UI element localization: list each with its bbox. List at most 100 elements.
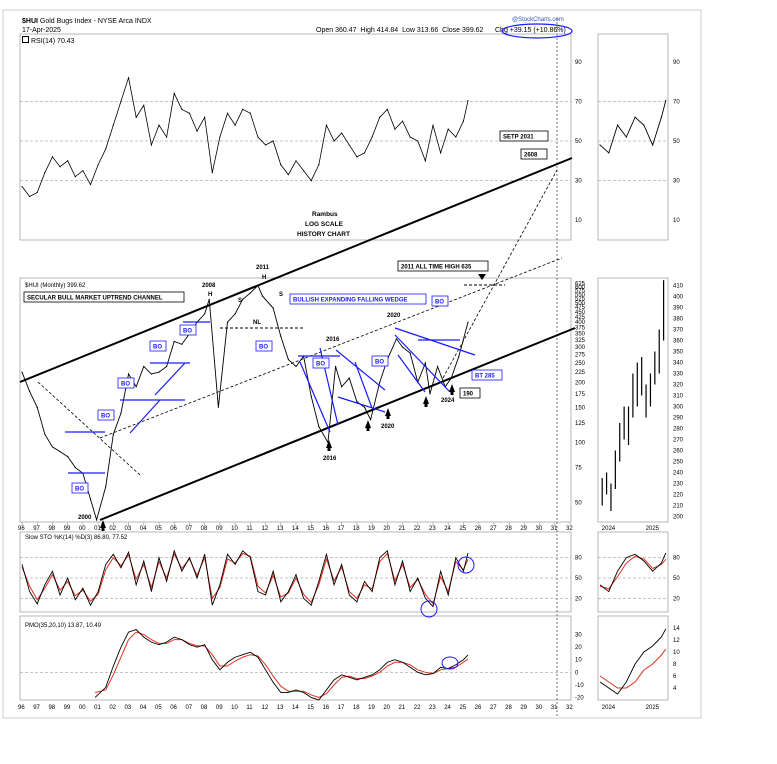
rsi-data-point [363, 152, 366, 154]
target-label-box [520, 148, 548, 160]
channel-upper-line [19, 157, 573, 383]
x-tick-label: 06 [170, 526, 177, 532]
rsi-zoom-y-tick-label: 70 [673, 99, 680, 105]
pattern-line [394, 334, 451, 393]
low-label: Low [402, 27, 415, 34]
price-data-point [261, 295, 264, 297]
x-tick-label-bottom: 29 [520, 705, 527, 711]
x-tick-label-bottom: 27 [490, 705, 497, 711]
rsi-data-point [234, 124, 236, 126]
rsi-data-point [280, 164, 282, 166]
x-tick-label: 14 [292, 526, 299, 532]
x-tick-label: 18 [353, 526, 360, 532]
secular-bull-label: SECULAR BULL MARKET UPTREND CHANNEL [27, 296, 163, 302]
rsi-data-point [333, 140, 335, 142]
x-tick-label-bottom: 31 [551, 705, 558, 711]
x-tick-label-bottom: 08 [201, 705, 208, 711]
price-data-point [95, 519, 98, 521]
x-tick-label-bottom: 11 [246, 705, 253, 711]
zoom-pmo-line [599, 628, 667, 695]
price-line [21, 284, 469, 522]
price-data-point [295, 365, 297, 368]
price-data-point [280, 335, 282, 337]
pmo-zoom-y-tick-label: 12 [673, 638, 680, 644]
pmo-panel-title: PMO(35,20,10) 13.87, 10.49 [25, 623, 102, 629]
price-zoom-y-tick-label: 320 [673, 383, 684, 389]
x-tick-label: 11 [246, 526, 253, 532]
zoom-pmo-signal-line [599, 648, 667, 689]
price-data-point [59, 451, 61, 453]
pattern-line [299, 361, 331, 433]
ath-label-box [397, 260, 489, 272]
x-tick-label-bottom: 04 [140, 705, 147, 711]
rsi-data-point [44, 172, 46, 174]
rsi-y-tick-label: 10 [575, 218, 582, 224]
outer-border [2, 9, 702, 719]
rsi-y-tick-label: 30 [575, 179, 582, 185]
year-2020-label: 2020 [381, 424, 395, 430]
x-tick-label-bottom: 02 [109, 705, 116, 711]
arrow-marker [365, 420, 371, 428]
rambus-log-label: LOG SCALE [305, 221, 344, 228]
rsi-data-point [462, 120, 465, 122]
rsi-data-point [150, 144, 152, 146]
price-zoom-y-tick-label: 230 [673, 482, 684, 488]
year-2011-label: 2011 [256, 265, 270, 271]
x-tick-label-bottom: 18 [353, 705, 360, 711]
rsi-data-point [29, 195, 31, 198]
x-tick-label-bottom: 07 [185, 705, 192, 711]
price-data-point [436, 365, 439, 368]
rsi-data-point [82, 170, 84, 172]
channel-mid-line [99, 257, 563, 439]
x-tick-label: 23 [429, 526, 436, 532]
x-tick-label: 98 [48, 526, 55, 532]
bt-label: BT 285 [475, 374, 495, 380]
x-tick-label-bottom: 03 [125, 705, 132, 711]
rsi-data-point [211, 172, 213, 174]
x-tick-label-bottom: 22 [414, 705, 421, 711]
pattern-line [354, 361, 373, 409]
rambus-label: Rambus [312, 211, 338, 218]
price-y-tick-label: 175 [575, 392, 586, 398]
rsi-data-point [112, 124, 114, 126]
bo-label: BO [183, 329, 192, 335]
price-y-tick-label: 50 [575, 501, 582, 507]
x-tick-label: 15 [307, 526, 314, 532]
x-tick-label-bottom: 32 [566, 705, 573, 711]
x-tick-label: 20 [383, 526, 390, 532]
price-data-point [89, 498, 92, 500]
x-tick-label: 08 [201, 526, 208, 532]
shoulder-left-label: S [238, 298, 242, 304]
arrow-stem [424, 404, 428, 407]
price-zoom-y-tick-label: 400 [673, 295, 684, 301]
close-value: 399.62 [462, 27, 484, 34]
panel-frame-sto [19, 531, 572, 613]
zoom-rsi-line [599, 100, 667, 154]
arrow-stem [386, 416, 390, 419]
price-data-point [318, 426, 320, 428]
price-data-point [158, 371, 160, 373]
zoom-frame-sto [597, 531, 669, 613]
bo-label: BO [316, 362, 325, 368]
bo-label: BO [75, 487, 84, 493]
v190-label: 190 [463, 392, 474, 398]
year-2000-label: 2000 [78, 515, 92, 521]
price-data-point [112, 433, 114, 435]
x-tick-label: 04 [140, 526, 147, 532]
price-data-point [51, 446, 54, 448]
price-y-tick-label: 450 [575, 310, 586, 316]
price-data-point [173, 340, 175, 343]
x-tick-label: 96 [18, 526, 25, 532]
pattern-line [397, 354, 426, 393]
price-y-tick-label: 625 [575, 281, 586, 287]
head-2011-label: H [262, 275, 266, 281]
chart-date: 17-Apr-2025 [22, 27, 61, 34]
x-tick-label-bottom: 01 [94, 705, 101, 711]
x-tick-label: 00 [79, 526, 86, 532]
arrow-marker [385, 408, 391, 416]
zoom-rsi-data-point [652, 144, 654, 146]
zoom-x-tick-label-bottom: 2025 [646, 705, 660, 711]
price-data-point [44, 433, 46, 435]
year-2016-label: 2016 [323, 456, 337, 462]
x-tick-label-bottom: 17 [338, 705, 345, 711]
